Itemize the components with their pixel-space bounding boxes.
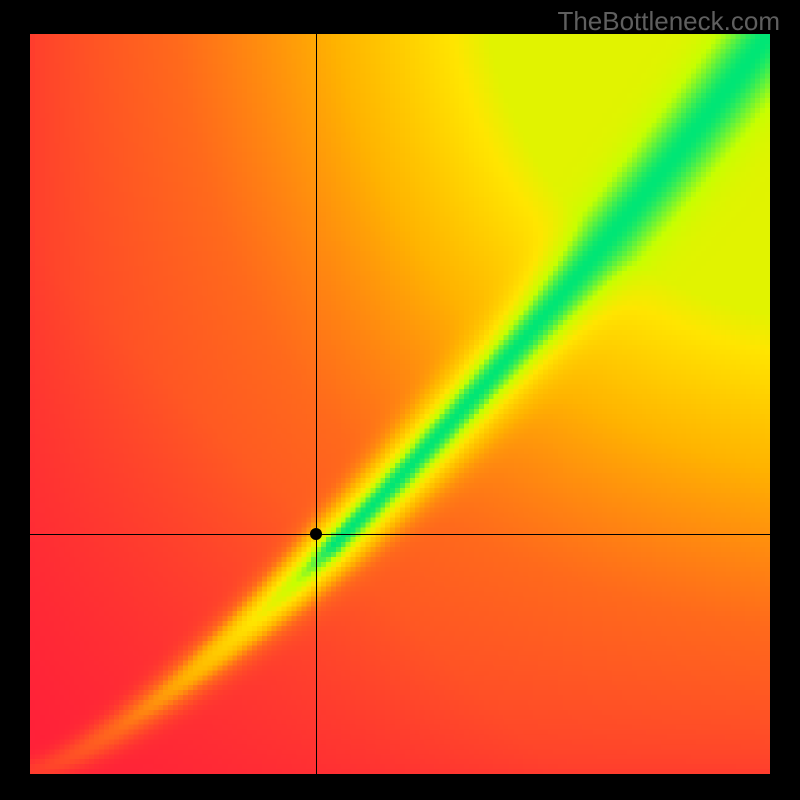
- chart-container: TheBottleneck.com: [0, 0, 800, 800]
- crosshair-vertical: [316, 34, 317, 774]
- watermark-text: TheBottleneck.com: [557, 6, 780, 37]
- bottleneck-heatmap: [30, 34, 770, 774]
- crosshair-horizontal: [30, 534, 770, 535]
- crosshair-dot: [310, 528, 322, 540]
